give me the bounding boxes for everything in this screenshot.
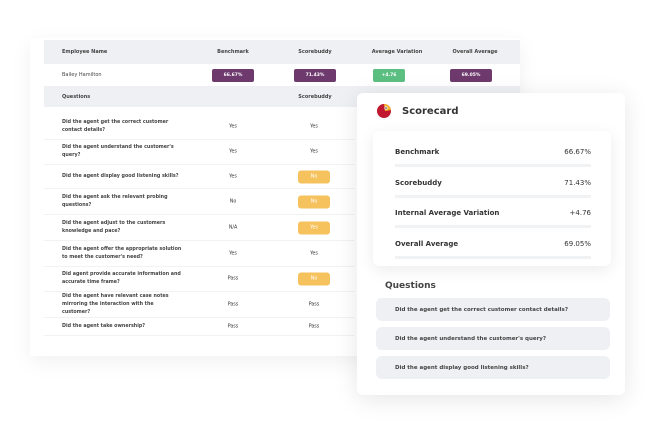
table-header: Employee Name Benchmark Scorebuddy Avera…: [44, 40, 520, 64]
question-text: Did the agent ask the relevant probing q…: [62, 195, 168, 208]
question-text: Did the agent understand the customer's …: [62, 145, 174, 158]
employee-name: Bailey Hamilton: [62, 72, 102, 78]
employee-row[interactable]: Bailey Hamilton 66.67% 71.43% +4.76 69.0…: [44, 64, 520, 86]
benchmark-answer: Pass: [227, 302, 239, 307]
header-employee-name: Employee Name: [62, 49, 108, 55]
scorebuddy-answer: No: [298, 195, 330, 209]
question-text: Did the agent get the correct customer c…: [62, 120, 169, 133]
benchmark-answer: Pass: [227, 324, 239, 329]
header-benchmark: Benchmark: [217, 49, 249, 55]
variation-badge: +4.76: [373, 68, 405, 82]
metric-label: Overall Average: [395, 239, 459, 248]
scorebuddy-answer: Yes: [298, 221, 330, 234]
question-row[interactable]: Did the agent understand the customer's …: [44, 140, 354, 165]
scorebuddy-answer: Pass: [308, 324, 320, 329]
question-text: Did the agent offer the appropriate solu…: [62, 247, 182, 260]
scorebuddy-answer: No: [298, 272, 330, 285]
overall-badge: 69.05%: [450, 68, 492, 82]
benchmark-answer: N/A: [228, 225, 238, 230]
scorebuddy-badge: 71.43%: [294, 68, 336, 82]
question-row[interactable]: Did the agent adjust to the customers kn…: [44, 215, 354, 241]
scorecard-title: Scorecard: [402, 106, 459, 117]
question-row[interactable]: Did the agent have relevant case notes m…: [44, 292, 354, 318]
metric-value: +4.76: [569, 209, 591, 217]
questions-title: Questions: [385, 281, 436, 291]
question-item[interactable]: Did the agent display good listening ski…: [376, 356, 610, 379]
scorebuddy-answer: No: [298, 170, 330, 183]
question-row[interactable]: Did the agent take ownership? Pass Pass: [44, 318, 354, 336]
questions-header-label: Questions: [62, 93, 91, 100]
question-text: Did the agent adjust to the customers kn…: [62, 220, 166, 234]
scorebuddy-answer: Yes: [310, 124, 318, 130]
question-item[interactable]: Did the agent get the correct customer c…: [376, 298, 610, 321]
benchmark-answer: Yes: [229, 251, 237, 257]
scorecard-metric: Overall Average 69.05%: [395, 229, 591, 259]
question-row[interactable]: Did agent provide accurate information a…: [44, 266, 354, 292]
question-row[interactable]: Did the agent offer the appropriate solu…: [44, 242, 354, 267]
benchmark-answer: No: [229, 199, 237, 205]
scorebuddy-answer: Yes: [310, 149, 318, 155]
question-row[interactable]: Did the agent ask the relevant probing q…: [44, 190, 354, 215]
metric-value: 71.43%: [564, 178, 591, 187]
benchmark-badge: 66.67%: [212, 68, 254, 82]
metric-label: Scorebuddy: [395, 178, 442, 187]
header-overall-average: Overall Average: [452, 49, 498, 55]
question-text: Did the agent take ownership?: [62, 323, 146, 329]
benchmark-answer: Yes: [229, 149, 237, 155]
metric-value: 69.05%: [564, 239, 591, 248]
question-row[interactable]: Did the agent display good listening ski…: [44, 165, 354, 189]
question-text: Did the agent display good listening ski…: [62, 173, 179, 179]
scorebuddy-answer: Yes: [310, 251, 318, 257]
scorecard-summary: Benchmark 66.67% Scorebuddy 71.43% Internal …: [373, 131, 611, 266]
metric-label: Internal Average Variation: [395, 209, 500, 217]
question-item[interactable]: Did the agent understand the customer's …: [376, 327, 610, 350]
header-scorebuddy: Scorebuddy: [298, 49, 332, 55]
header-average-variation: Average Variation: [371, 49, 423, 55]
metric-label: Benchmark: [395, 148, 440, 156]
question-text: Did the agent have relevant case notes m…: [62, 293, 169, 315]
scorecard-metric: Scorebuddy 71.43%: [395, 168, 591, 198]
questions-header-scorebuddy: Scorebuddy: [298, 93, 332, 100]
parrot-logo-icon: [377, 103, 391, 118]
scorebuddy-answer: Pass: [308, 302, 320, 307]
scorecard-metric: Benchmark 66.67%: [395, 137, 591, 167]
benchmark-answer: Pass: [227, 276, 239, 281]
benchmark-answer: Yes: [229, 124, 237, 130]
benchmark-answer: Yes: [229, 174, 237, 179]
question-row[interactable]: Did the agent get the correct customer c…: [44, 115, 354, 140]
scorecard-metric: Internal Average Variation +4.76: [395, 198, 591, 228]
metric-value: 66.67%: [564, 148, 591, 156]
question-text: Did agent provide accurate information a…: [62, 271, 181, 285]
